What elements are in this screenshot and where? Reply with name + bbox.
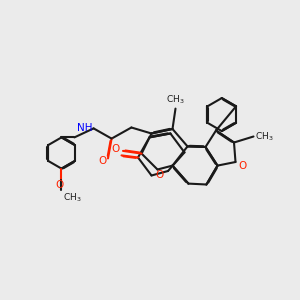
- Text: O: O: [238, 160, 246, 171]
- Text: O: O: [98, 156, 106, 167]
- Text: CH$_3$: CH$_3$: [166, 93, 185, 106]
- Text: NH: NH: [76, 123, 92, 133]
- Text: CH$_3$: CH$_3$: [63, 192, 82, 205]
- Text: O: O: [155, 170, 163, 180]
- Text: O: O: [56, 180, 64, 190]
- Text: O: O: [111, 144, 119, 154]
- Text: CH$_3$: CH$_3$: [255, 130, 274, 143]
